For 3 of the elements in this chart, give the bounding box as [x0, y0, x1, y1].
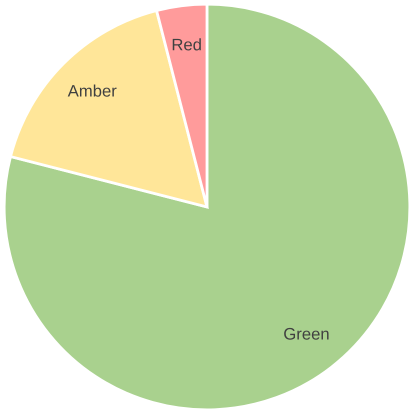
- slice-label: Amber: [68, 84, 117, 97]
- slice-label: Red: [172, 38, 201, 50]
- slice-label: Green: [284, 328, 329, 340]
